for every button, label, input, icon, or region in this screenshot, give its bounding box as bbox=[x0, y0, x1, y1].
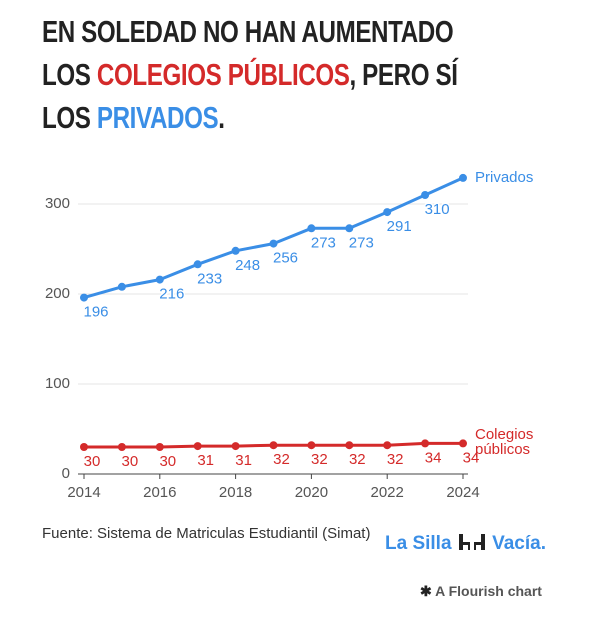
value-label: 32 bbox=[349, 451, 366, 468]
point bbox=[307, 224, 316, 233]
point bbox=[345, 441, 354, 450]
value-label: 30 bbox=[84, 453, 101, 470]
x-tick-label: 2016 bbox=[143, 484, 176, 501]
point bbox=[421, 191, 430, 199]
point bbox=[269, 441, 278, 450]
logo: La Silla Vacía. bbox=[385, 532, 546, 555]
value-label: 31 bbox=[197, 452, 214, 469]
point bbox=[459, 439, 467, 448]
logo-text: Vacía. bbox=[492, 533, 546, 554]
title-part: , PERO SÍ LOS bbox=[42, 57, 458, 135]
value-label: 32 bbox=[387, 451, 404, 468]
value-label: 196 bbox=[83, 304, 108, 321]
point bbox=[193, 260, 202, 269]
value-label: 34 bbox=[463, 449, 480, 466]
series-line bbox=[83, 176, 464, 300]
point bbox=[193, 442, 202, 451]
point bbox=[231, 442, 240, 451]
y-tick-label: 300 bbox=[45, 195, 70, 212]
value-label: 248 bbox=[235, 257, 260, 274]
point bbox=[345, 224, 354, 233]
value-label: 34 bbox=[425, 449, 442, 466]
point bbox=[383, 208, 392, 217]
value-label: 310 bbox=[425, 201, 450, 218]
point bbox=[80, 293, 88, 302]
x-tick-label: 2014 bbox=[67, 484, 100, 501]
point bbox=[269, 239, 278, 248]
x-tick-label: 2018 bbox=[219, 484, 252, 501]
title-part: . bbox=[218, 100, 225, 135]
x-tick-label: 2022 bbox=[371, 484, 404, 501]
x-tick-label: 2024 bbox=[446, 484, 479, 501]
point bbox=[383, 441, 392, 450]
credit: ✱ A Flourish chart bbox=[420, 583, 542, 599]
chart-title: EN SOLEDAD NO HAN AUMENTADO LOS COLEGIOS… bbox=[42, 10, 494, 139]
title-part: COLEGIOS PÚBLICOS bbox=[96, 57, 350, 92]
value-label: 216 bbox=[159, 286, 184, 303]
value-label: 233 bbox=[197, 270, 222, 287]
y-tick-label: 200 bbox=[45, 285, 70, 302]
point bbox=[117, 282, 126, 291]
y-tick-label: 100 bbox=[45, 375, 70, 392]
value-label: 30 bbox=[122, 453, 139, 470]
series-label: Privados bbox=[475, 168, 534, 186]
logo-text: La Silla bbox=[385, 533, 452, 554]
y-tick-label: 0 bbox=[62, 465, 70, 482]
point bbox=[117, 443, 126, 451]
point bbox=[421, 439, 430, 448]
point bbox=[459, 173, 467, 182]
value-label: 273 bbox=[349, 234, 374, 251]
point bbox=[307, 441, 316, 450]
value-label: 32 bbox=[311, 451, 328, 468]
credit-text: A Flourish chart bbox=[435, 583, 542, 599]
value-label: 256 bbox=[273, 250, 298, 267]
value-label: 31 bbox=[235, 452, 252, 469]
source-note: Fuente: Sistema de Matriculas Estudianti… bbox=[42, 525, 371, 542]
x-tick-label: 2020 bbox=[295, 484, 328, 501]
series-label: Colegios públicos bbox=[475, 426, 534, 459]
point bbox=[80, 443, 88, 451]
title-part: EN SOLEDAD NO HAN AUMENTADO LOS bbox=[42, 14, 454, 92]
point bbox=[155, 275, 164, 284]
value-label: 273 bbox=[311, 234, 336, 251]
logo-icon bbox=[458, 534, 485, 550]
point bbox=[155, 443, 164, 451]
value-label: 32 bbox=[273, 451, 290, 468]
title-part: PRIVADOS bbox=[96, 100, 219, 135]
point bbox=[231, 246, 240, 255]
value-label: 291 bbox=[387, 218, 412, 235]
value-label: 30 bbox=[159, 453, 176, 470]
